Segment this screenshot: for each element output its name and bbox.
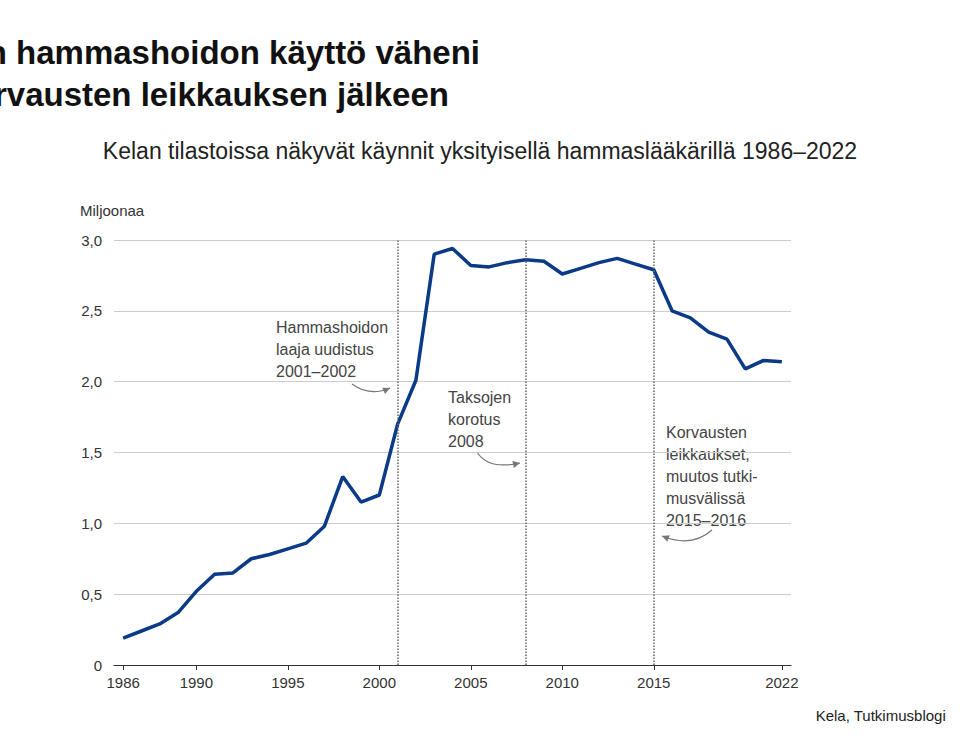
svg-text:1,0: 1,0 <box>81 515 102 532</box>
svg-text:Korvausten: Korvausten <box>666 424 747 441</box>
svg-text:1995: 1995 <box>271 674 304 691</box>
svg-text:2001–2002: 2001–2002 <box>276 363 356 380</box>
svg-text:2022: 2022 <box>765 674 798 691</box>
svg-text:laaja uudistus: laaja uudistus <box>276 341 374 358</box>
svg-text:2,5: 2,5 <box>81 302 102 319</box>
svg-text:2015–2016: 2015–2016 <box>666 512 746 529</box>
svg-text:Yksityisen hammashoidon käyttö: Yksityisen hammashoidon käyttö väheni <box>0 34 480 71</box>
svg-text:leikkaukset,: leikkaukset, <box>666 446 750 463</box>
svg-text:2,0: 2,0 <box>81 373 102 390</box>
svg-text:2005: 2005 <box>454 674 487 691</box>
svg-text:1990: 1990 <box>180 674 213 691</box>
svg-text:musvälissä: musvälissä <box>666 490 745 507</box>
svg-text:Kelan tilastoissa näkyvät käyn: Kelan tilastoissa näkyvät käynnit yksity… <box>103 138 857 164</box>
svg-text:2008: 2008 <box>448 433 484 450</box>
svg-text:1986: 1986 <box>106 674 139 691</box>
svg-text:1,5: 1,5 <box>81 444 102 461</box>
svg-text:2000: 2000 <box>363 674 396 691</box>
svg-text:0,5: 0,5 <box>81 586 102 603</box>
svg-text:korotus: korotus <box>448 411 500 428</box>
svg-text:Kela, Tutkimusblogi: Kela, Tutkimusblogi <box>816 707 946 724</box>
svg-text:3,0: 3,0 <box>81 232 102 249</box>
svg-text:muutos tutki-: muutos tutki- <box>666 468 758 485</box>
svg-text:2010: 2010 <box>546 674 579 691</box>
svg-text:2015: 2015 <box>637 674 670 691</box>
svg-text:0: 0 <box>94 657 102 674</box>
svg-text:Taksojen: Taksojen <box>448 389 511 406</box>
svg-text:Kela-korvausten leikkauksen jä: Kela-korvausten leikkauksen jälkeen <box>0 76 449 113</box>
svg-text:Hammashoidon: Hammashoidon <box>276 319 388 336</box>
svg-text:Miljoonaa: Miljoonaa <box>80 202 145 219</box>
